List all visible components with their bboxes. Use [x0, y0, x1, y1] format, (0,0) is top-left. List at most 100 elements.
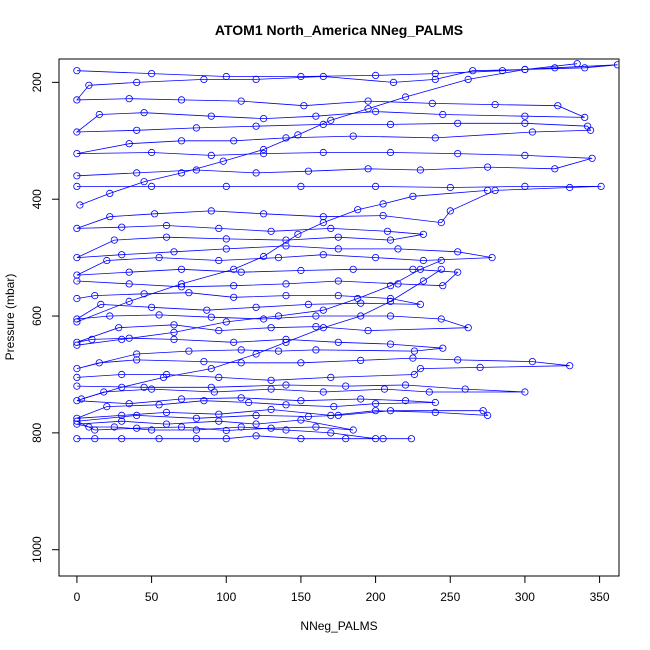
data-point — [446, 183, 454, 192]
data-point — [222, 435, 230, 443]
data-point — [125, 400, 133, 408]
data-point — [73, 397, 81, 405]
series-line — [76, 190, 488, 323]
data-point — [349, 132, 357, 140]
data-point — [409, 265, 417, 273]
data-point — [386, 340, 395, 348]
data-point — [192, 426, 200, 434]
data-point — [110, 423, 118, 431]
data-point — [521, 65, 529, 74]
data-point — [419, 256, 427, 265]
data-point — [125, 297, 133, 305]
data-point — [327, 373, 335, 381]
data-point — [371, 254, 380, 262]
data-point — [192, 435, 200, 443]
data-point — [125, 95, 133, 103]
data-point — [267, 227, 275, 235]
data-point — [528, 357, 537, 366]
data-point — [170, 321, 178, 329]
data-point — [125, 280, 133, 288]
data-point — [73, 435, 81, 443]
data-point — [259, 145, 268, 154]
data-point — [170, 248, 178, 256]
series-line — [76, 292, 570, 381]
data-point — [521, 119, 529, 127]
data-point — [583, 122, 592, 130]
data-point — [106, 213, 114, 221]
data-point — [73, 382, 81, 390]
data-point — [133, 424, 141, 432]
data-point — [267, 385, 275, 393]
data-point — [148, 148, 156, 157]
data-point — [252, 411, 260, 419]
data-point — [454, 248, 462, 256]
series-points — [73, 60, 619, 443]
data-point — [407, 435, 415, 443]
data-point — [215, 256, 223, 265]
data-point — [588, 154, 596, 162]
data-point — [267, 376, 275, 384]
data-point — [118, 335, 126, 343]
data-point — [159, 373, 168, 381]
data-point — [207, 151, 215, 159]
data-point — [170, 328, 178, 336]
data-point — [73, 315, 81, 323]
series-line — [76, 260, 442, 346]
data-point — [203, 306, 211, 314]
data-point — [245, 398, 253, 407]
data-point — [416, 166, 424, 174]
data-point — [319, 120, 327, 129]
data-point — [386, 312, 395, 320]
data-point — [491, 101, 499, 109]
data-point — [498, 67, 507, 75]
data-point — [73, 96, 81, 104]
data-point — [439, 110, 447, 119]
data-point — [125, 334, 133, 342]
data-point — [215, 224, 223, 232]
data-point — [297, 397, 305, 405]
data-point — [300, 102, 308, 110]
data-point — [371, 400, 380, 408]
data-point — [312, 312, 320, 320]
data-point — [118, 411, 126, 419]
data-point — [371, 407, 380, 415]
data-point — [319, 306, 327, 314]
data-point — [483, 163, 492, 171]
data-point — [566, 183, 574, 192]
data-point — [354, 294, 362, 303]
data-point — [237, 97, 245, 105]
data-point — [386, 148, 395, 157]
data-point — [133, 411, 141, 419]
data-point — [454, 150, 462, 158]
data-point — [252, 420, 260, 428]
data-point — [222, 235, 230, 243]
data-point — [428, 99, 436, 108]
data-point — [177, 280, 186, 288]
data-point — [73, 150, 81, 158]
data-point — [252, 75, 260, 84]
data-point — [581, 64, 589, 72]
series-lines — [75, 63, 618, 440]
data-point — [282, 338, 290, 346]
x-tick-label: 150 — [291, 590, 311, 604]
data-point — [282, 335, 290, 343]
data-point — [394, 280, 402, 288]
data-point — [207, 364, 215, 373]
data-point — [140, 178, 148, 186]
x-tick-label: 50 — [145, 590, 159, 604]
data-point — [488, 254, 496, 262]
data-point — [282, 134, 290, 142]
data-point — [319, 251, 327, 259]
data-point — [106, 312, 114, 320]
x-axis: 0 50 100 150 200 250 300 350 — [74, 575, 610, 604]
data-point — [425, 388, 433, 396]
data-point — [125, 268, 133, 276]
data-point — [162, 221, 171, 230]
data-point — [469, 67, 477, 75]
data-point — [437, 315, 445, 323]
data-point — [185, 347, 193, 355]
data-point — [357, 395, 365, 403]
data-point — [357, 312, 365, 320]
data-point — [446, 207, 454, 215]
data-point — [327, 411, 335, 419]
